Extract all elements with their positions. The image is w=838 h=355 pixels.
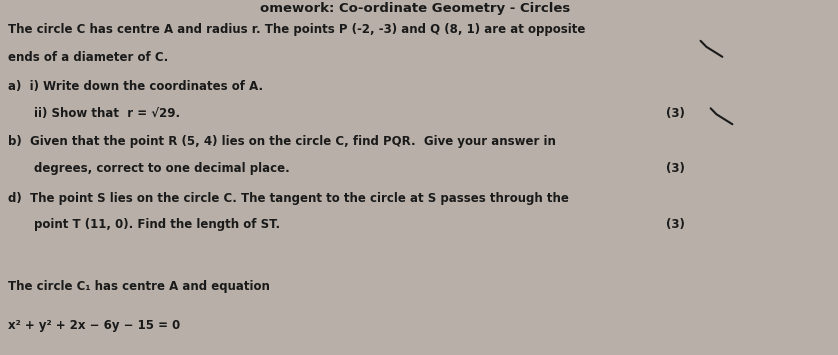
Text: (3): (3)	[666, 218, 685, 231]
Text: The circle C₁ has centre A and equation: The circle C₁ has centre A and equation	[8, 280, 270, 294]
Text: d)  The point S lies on the circle C. The tangent to the circle at S passes thro: d) The point S lies on the circle C. The…	[8, 192, 569, 205]
Text: x² + y² + 2x − 6y − 15 = 0: x² + y² + 2x − 6y − 15 = 0	[8, 320, 181, 333]
Text: point T (11, 0). Find the length of ST.: point T (11, 0). Find the length of ST.	[34, 218, 280, 231]
Text: (3): (3)	[666, 162, 685, 175]
Text: The circle C has centre A and radius r. The points P (-2, -3) and Q (8, 1) are a: The circle C has centre A and radius r. …	[8, 23, 586, 36]
Text: b)  Given that the point R (5, 4) lies on the circle C, find PQR.  Give your ans: b) Given that the point R (5, 4) lies on…	[8, 135, 556, 148]
Text: omework: Co-ordinate Geometry - Circles: omework: Co-ordinate Geometry - Circles	[260, 2, 570, 15]
Text: degrees, correct to one decimal place.: degrees, correct to one decimal place.	[34, 162, 289, 175]
Text: a)  i) Write down the coordinates of A.: a) i) Write down the coordinates of A.	[8, 80, 263, 93]
Text: (3): (3)	[666, 106, 685, 120]
Text: ii) Show that  r = √29.: ii) Show that r = √29.	[34, 106, 179, 120]
Text: ends of a diameter of C.: ends of a diameter of C.	[8, 51, 168, 65]
